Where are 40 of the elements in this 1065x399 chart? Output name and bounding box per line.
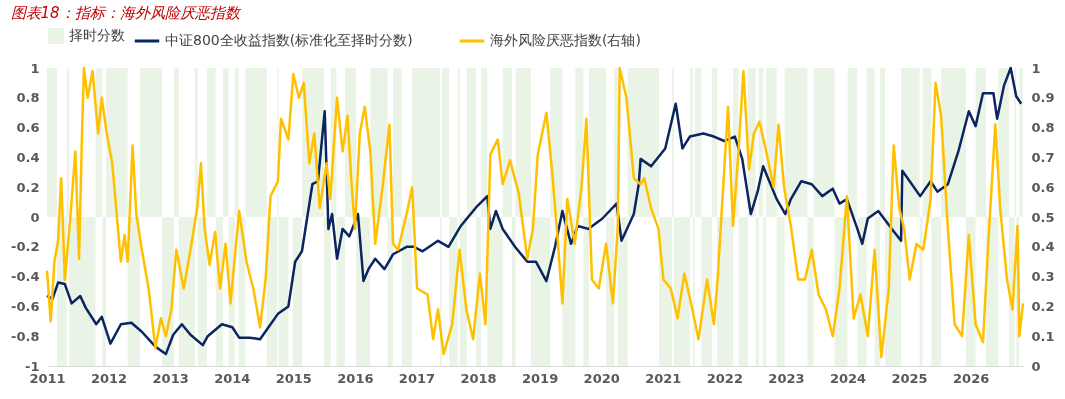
x-tick-label: 2012 — [90, 370, 128, 386]
y2-tick-label: 0 — [1031, 358, 1041, 374]
x-tick-label: 2018 — [460, 370, 497, 386]
x-tick-label: 2013 — [152, 370, 189, 386]
y2-tick-label: 0.2 — [1031, 298, 1055, 314]
y-tick-label: 0 — [30, 209, 40, 225]
y2-tick-label: 0.4 — [1031, 239, 1055, 255]
x-tick-label: 2016 — [337, 370, 374, 386]
x-tick-label: 2021 — [645, 370, 682, 386]
x-tick-label: 2025 — [891, 370, 928, 386]
x-tick-label: 2017 — [398, 370, 436, 386]
x-tick-label: 2023 — [768, 370, 805, 386]
y-tick-label: 0.2 — [16, 179, 40, 195]
x-tick-label: 2015 — [275, 370, 312, 386]
legend-label: 择时分数 — [69, 27, 125, 43]
x-tick-label: 2022 — [706, 370, 743, 386]
y-tick-label: -0.2 — [11, 239, 40, 255]
x-tick-label: 2024 — [829, 370, 867, 386]
x-tick-label: 2014 — [214, 370, 251, 386]
x-tick-label: 2020 — [583, 370, 620, 386]
x-tick-label: 2019 — [522, 370, 559, 386]
y-tick-label: -0.4 — [11, 269, 40, 285]
y2-tick-label: 0.5 — [1031, 209, 1055, 225]
x-tick-label: 2026 — [953, 370, 990, 386]
legend-label: 海外风险厌恶指数(右轴) — [490, 32, 641, 48]
y2-tick-label: 0.7 — [1031, 149, 1055, 165]
y2-tick-label: 0.8 — [1031, 120, 1055, 136]
y-tick-label: 1 — [30, 60, 40, 76]
chart-title: 图表18：指标：海外风险厌恶指数 — [10, 4, 242, 22]
y-tick-label: 0.6 — [16, 120, 40, 136]
y-tick-label: 0.4 — [16, 149, 40, 165]
y-tick-label: -0.8 — [11, 328, 40, 344]
y2-tick-label: 1 — [1031, 60, 1041, 76]
y-tick-label: 0.8 — [16, 90, 40, 106]
y2-tick-label: 0.1 — [1031, 328, 1055, 344]
y2-tick-label: 0.6 — [1031, 179, 1055, 195]
y2-tick-label: 0.3 — [1031, 269, 1055, 285]
y-tick-label: -0.6 — [11, 298, 40, 314]
legend-label: 中证800全收益指数(标准化至择时分数) — [165, 32, 413, 48]
y2-tick-label: 0.9 — [1031, 90, 1055, 106]
